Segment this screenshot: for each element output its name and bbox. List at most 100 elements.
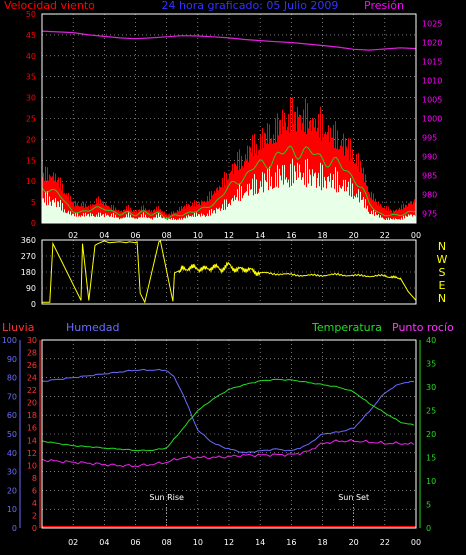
direction-panel-frame	[41, 239, 417, 305]
wind-x-tick-label: 14	[255, 231, 265, 240]
humidity-panel-grid	[42, 340, 416, 528]
wind-panel-frame	[41, 13, 417, 224]
temperature-tick-label: 20	[426, 430, 436, 439]
wind-tick-label: 25	[26, 115, 36, 124]
wind-x-tick-label: 08	[162, 231, 172, 240]
rain-tick-label: 22	[27, 386, 37, 395]
dewpoint-line	[41, 438, 415, 468]
wind-x-tick-label: 12	[224, 231, 234, 240]
humidity-tick-label: 90	[7, 355, 17, 364]
pressure-tick-label: 975	[422, 210, 437, 219]
pressure-tick-label: 980	[422, 191, 437, 200]
direction-axis-labels: 0 90 180 270 360	[21, 236, 36, 309]
humidity-tick-label: 80	[7, 374, 17, 383]
compass-label: S	[439, 266, 446, 279]
humidity-x-tick-label: 18	[317, 538, 327, 547]
wind-tick-label: 30	[26, 94, 36, 103]
humidity-line	[41, 368, 415, 454]
compass-label: W	[437, 253, 448, 266]
humidity-tick-label: 70	[7, 392, 17, 401]
pressure-tick-label: 1020	[422, 39, 442, 48]
rain-label: Lluvia	[2, 321, 34, 334]
wind-axis-labels: 0 5 10 15 20 25 30 35 40 45 50	[26, 10, 36, 228]
humidity-series-group	[41, 368, 416, 528]
temperature-tick-label: 25	[426, 407, 436, 416]
pressure-tick-label: 1010	[422, 77, 442, 86]
wind-x-tick-label: 02	[68, 231, 78, 240]
humidity-tick-label: 20	[7, 486, 17, 495]
wind-average-line	[41, 145, 417, 220]
wind-tick-label: 10	[26, 177, 36, 186]
chart-title: 24 hora graficado: 05 Julio 2009	[162, 0, 339, 12]
humidity-tick-label: 30	[7, 468, 17, 477]
humidity-tick-label: 40	[7, 449, 17, 458]
humidity-x-tick-label: 06	[130, 538, 140, 547]
rain-tick-label: 16	[27, 424, 37, 433]
wind-tick-label: 50	[26, 10, 36, 19]
humidity-x-tick-label: 02	[68, 538, 78, 547]
wind-x-axis-labels: 02 04 06 08 10 12 14 16 18 20 22 00	[68, 231, 421, 240]
pressure-axis-labels: 975 980 985 990 995 1000 1005 1010 1015 1020 1025	[422, 20, 442, 219]
rain-tick-label: 30	[27, 336, 37, 345]
wind-x-tick-label: 22	[380, 231, 390, 240]
rain-tick-label: 14	[27, 436, 37, 445]
wind-x-tick-label: 20	[349, 231, 359, 240]
humidity-x-tick-label: 16	[286, 538, 296, 547]
humidity-label: Humedad	[66, 321, 119, 334]
pressure-tick-label: 995	[422, 134, 437, 143]
wind-x-tick-label: 10	[193, 231, 203, 240]
temperature-tick-label: 40	[426, 336, 436, 345]
humidity-x-axis-labels: 02 04 06 08 10 12 14 16 18 20 22 00	[68, 538, 421, 547]
rain-tick-label: 24	[27, 374, 37, 383]
dewpoint-label: Punto rocío	[392, 321, 454, 334]
humidity-tick-label: 10	[7, 505, 17, 514]
temperature-axis-labels: 0 5 10 15 20 25 30 35 40	[426, 336, 436, 533]
wind-tick-label: 0	[31, 219, 36, 228]
temperature-line	[41, 378, 415, 452]
compass-label: E	[439, 279, 446, 292]
pressure-tick-label: 1015	[422, 58, 442, 67]
direction-tick-label: 180	[21, 268, 36, 277]
pressure-tick-label: 985	[422, 172, 437, 181]
wind-x-tick-label: 00	[411, 231, 421, 240]
wind-tick-label: 20	[26, 135, 36, 144]
humidity-x-tick-label: 14	[255, 538, 265, 547]
wind-x-tick-label: 06	[130, 231, 140, 240]
pressure-tick-label: 1025	[422, 20, 442, 29]
humidity-x-tick-label: 04	[99, 538, 109, 547]
wind-speed-label: Velocidad viento	[4, 0, 95, 12]
direction-tick-label: 90	[26, 284, 36, 293]
rain-tick-label: 2	[32, 511, 37, 520]
rain-tick-label: 28	[27, 349, 37, 358]
humidity-tick-label: 60	[7, 411, 17, 420]
temperature-tick-label: 5	[426, 501, 431, 510]
pressure-label: Presión	[364, 0, 404, 12]
rain-tick-label: 6	[32, 486, 37, 495]
wind-tick-label: 35	[26, 73, 36, 82]
wind-x-tick-label: 04	[99, 231, 109, 240]
rain-tick-label: 20	[27, 399, 37, 408]
humidity-tick-label: 0	[12, 524, 17, 533]
temperature-tick-label: 15	[426, 454, 436, 463]
pressure-tick-label: 1000	[422, 115, 442, 124]
humidity-x-tick-label: 00	[411, 538, 421, 547]
pressure-line	[41, 30, 417, 51]
wind-tick-label: 40	[26, 52, 36, 61]
humidity-tick-label: 100	[2, 336, 17, 345]
temperature-tick-label: 30	[426, 383, 436, 392]
wind-tick-label: 45	[26, 31, 36, 40]
temperature-tick-label: 0	[426, 524, 431, 533]
humidity-x-tick-label: 10	[193, 538, 203, 547]
pressure-tick-label: 990	[422, 153, 437, 162]
direction-tick-label: 0	[31, 300, 36, 309]
wind-x-tick-label: 18	[317, 231, 327, 240]
sun-markers: Sun Rise Sun Set	[149, 493, 369, 528]
rain-tick-label: 10	[27, 461, 37, 470]
sun-set-label: Sun Set	[338, 493, 369, 502]
humidity-x-tick-label: 08	[162, 538, 172, 547]
rain-tick-label: 8	[32, 474, 37, 483]
wind-tick-label: 15	[26, 156, 36, 165]
